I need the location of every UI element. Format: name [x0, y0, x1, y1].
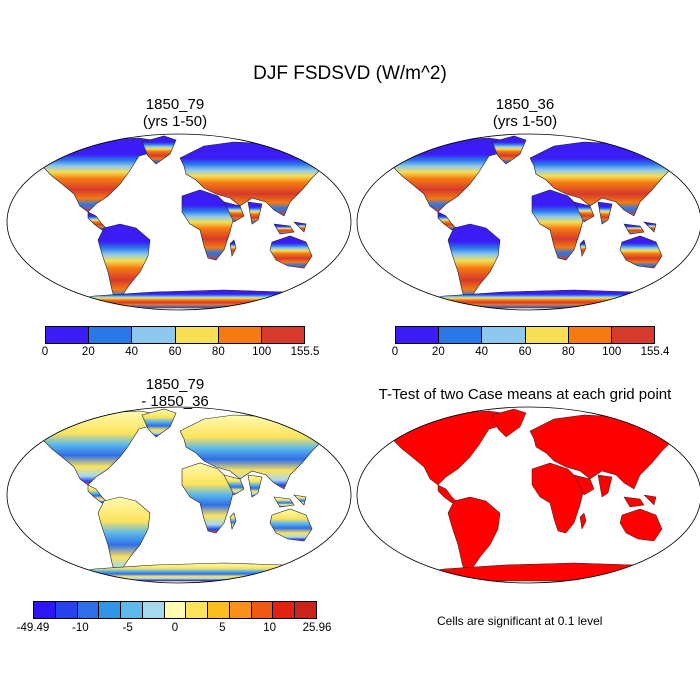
colorbar-tick-label: -5 [122, 622, 133, 634]
colorbar-tick-label: 0 [171, 622, 179, 634]
panel-1-title-line2: (yrs 1-50) [142, 113, 208, 130]
colorbar-tick-label: -49.49 [16, 622, 50, 634]
colorbar-tick-label: -10 [72, 622, 89, 634]
map-panel-4 [356, 406, 700, 584]
colorbar-swatch [396, 327, 440, 343]
colorbar-tick-label: 10 [263, 622, 277, 634]
colorbar-tick-label: 155.5 [290, 346, 320, 358]
panel-1-title-line1: 1850_79 [145, 96, 205, 113]
colorbar-panel-2 [395, 326, 655, 344]
colorbar-swatch [295, 602, 316, 618]
map-panel-1 [6, 133, 352, 311]
colorbar-tick-label: 100 [602, 346, 622, 358]
colorbar-tick-label: 155.4 [640, 346, 670, 358]
colorbar-swatch [611, 327, 655, 343]
panel-4-title-line1: T-Test of two Case means at each grid po… [378, 386, 672, 403]
colorbar-tick-label: 0 [41, 346, 49, 358]
colorbar-swatch [251, 602, 274, 618]
colorbar-swatch [55, 602, 78, 618]
colorbar-tick-label: 20 [431, 346, 445, 358]
colorbar-swatch [439, 327, 483, 343]
colorbar-swatch [46, 327, 90, 343]
panel-3-title-line2: - 1850_36 [141, 393, 209, 410]
panel-4-title: T-Test of two Case means at each grid po… [350, 386, 700, 403]
colorbar-swatch [34, 602, 56, 618]
colorbar-swatch [218, 327, 262, 343]
colorbar-swatch [132, 327, 176, 343]
colorbar-swatch [142, 602, 165, 618]
colorbar-panel-3 [33, 601, 317, 619]
colorbar-swatch [175, 327, 219, 343]
colorbar-swatch [568, 327, 612, 343]
colorbar-swatch [261, 327, 305, 343]
colorbar-tick-label: 80 [211, 346, 225, 358]
colorbar-tick-label: 40 [125, 346, 139, 358]
colorbar-swatch [77, 602, 100, 618]
colorbar-tick-label: 0 [391, 346, 399, 358]
ttest-note: Cells are significant at 0.1 level [437, 614, 603, 628]
colorbar-swatch [273, 602, 296, 618]
colorbar-swatch [99, 602, 122, 618]
colorbar-tick-label: 100 [252, 346, 272, 358]
colorbar-swatch [208, 602, 230, 618]
colorbar-tick-label: 5 [219, 622, 226, 634]
colorbar-tick-label: 40 [475, 346, 489, 358]
colorbar-swatch [229, 602, 252, 618]
panel-1-title: 1850_79 (yrs 1-50) [25, 96, 325, 130]
colorbar-tick-label: 25.96 [302, 622, 332, 634]
colorbar-panel-1 [45, 326, 305, 344]
colorbar-swatch [164, 602, 187, 618]
colorbar-swatch [89, 327, 133, 343]
colorbar-tick-label: 60 [168, 346, 182, 358]
colorbar-swatch [482, 327, 526, 343]
colorbar-swatch [121, 602, 143, 618]
panel-3-title: 1850_79 - 1850_36 [25, 376, 325, 410]
panel-2-title: 1850_36 (yrs 1-50) [375, 96, 675, 130]
colorbar-tick-label: 80 [561, 346, 575, 358]
panel-3-title-line1: 1850_79 [145, 376, 205, 393]
map-panel-3 [6, 406, 352, 584]
colorbar-tick-label: 60 [518, 346, 532, 358]
colorbar-swatch [525, 327, 569, 343]
map-panel-2 [356, 133, 700, 311]
figure-title: DJF FSDSVD (W/m^2) [253, 63, 447, 84]
colorbar-swatch [186, 602, 209, 618]
panel-2-title-line2: (yrs 1-50) [492, 113, 558, 130]
colorbar-tick-label: 20 [81, 346, 95, 358]
panel-2-title-line1: 1850_36 [495, 96, 555, 113]
